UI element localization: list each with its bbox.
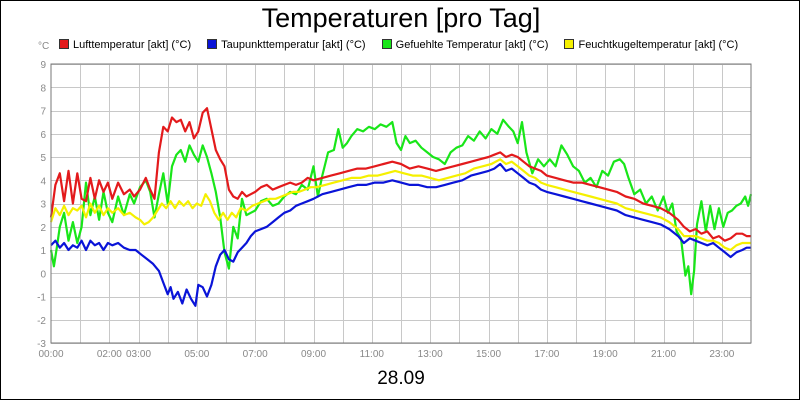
y-tick-label: -2 [37, 316, 46, 327]
y-tick-label: 3 [40, 200, 46, 211]
y-tick-label: 4 [40, 176, 46, 187]
chart-title: Temperaturen [pro Tag] [261, 3, 541, 33]
x-tick-label: 11:00 [360, 349, 385, 360]
x-tick-label: 17:00 [534, 349, 559, 360]
y-tick-label: 6 [40, 130, 46, 141]
legend-item-gefuehlte-temperatur: Gefuehlte Temperatur [akt] (°C) [381, 39, 549, 51]
y-tick-label: 9 [40, 60, 46, 71]
legend-label-gefuehlte-temperatur: Gefuehlte Temperatur [akt] (°C) [395, 39, 549, 51]
y-tick-label: 8 [40, 83, 46, 94]
date-label: 28.09 [377, 368, 425, 389]
chart-legend: Lufttemperatur [akt] (°C) Taupunkttemper… [59, 39, 751, 53]
legend-swatch-feuchtkugeltemperatur [564, 39, 575, 49]
y-tick-label: -3 [37, 339, 46, 350]
x-tick-label: 02:00 [97, 349, 122, 360]
y-tick-label: 5 [40, 153, 46, 164]
legend-label-taupunkttemperatur: Taupunkttemperatur [akt] (°C) [221, 39, 366, 51]
y-tick-label: 7 [40, 107, 46, 118]
x-tick-label: 15:00 [476, 349, 501, 360]
x-tick-label: 23:00 [709, 349, 734, 360]
x-tick-label: 03:00 [126, 349, 151, 360]
y-tick-label: 0 [40, 269, 46, 280]
series-line-2 [49, 118, 753, 296]
legend-item-taupunkttemperatur: Taupunkttemperatur [akt] (°C) [207, 39, 366, 51]
series-lines [49, 63, 753, 344]
x-tick-label: 13:00 [418, 349, 443, 360]
legend-label-lufttemperatur: Lufttemperatur [akt] (°C) [73, 39, 192, 51]
legend-swatch-lufttemperatur [59, 39, 69, 49]
legend-swatch-gefuehlte-temperatur [381, 39, 392, 49]
series-line-3 [49, 158, 751, 252]
x-tick-label: 19:00 [593, 349, 618, 360]
legend-label-feuchtkugeltemperatur: Feuchtkugeltemperatur [akt] (°C) [578, 39, 739, 51]
x-tick-label: 09:00 [301, 349, 326, 360]
x-tick-label: 21:00 [651, 349, 676, 360]
x-tick-label: 05:00 [184, 349, 209, 360]
plot-border [50, 63, 752, 344]
y-axis-unit: °C [38, 41, 50, 52]
y-tick-label: 1 [40, 246, 46, 257]
y-tick-label: -1 [37, 293, 46, 304]
x-tick-label: 00:00 [38, 349, 63, 360]
legend-swatch-taupunkttemperatur [207, 39, 218, 49]
x-axis-ticks: 00:00 02:00 03:00 05:00 07:00 09:00 11:00 13:00… [38, 349, 734, 360]
legend-item-feuchtkugeltemperatur: Feuchtkugeltemperatur [akt] (°C) [564, 39, 738, 51]
series-line-1 [50, 162, 751, 307]
legend-item-lufttemperatur: Lufttemperatur [akt] (°C) [59, 39, 191, 51]
y-tick-label: 2 [40, 223, 46, 234]
series-line-0 [49, 107, 751, 242]
x-tick-label: 07:00 [243, 349, 268, 360]
y-axis-ticks: -3 -2 -1 0 1 2 3 4 5 6 7 8 9 [37, 60, 46, 350]
